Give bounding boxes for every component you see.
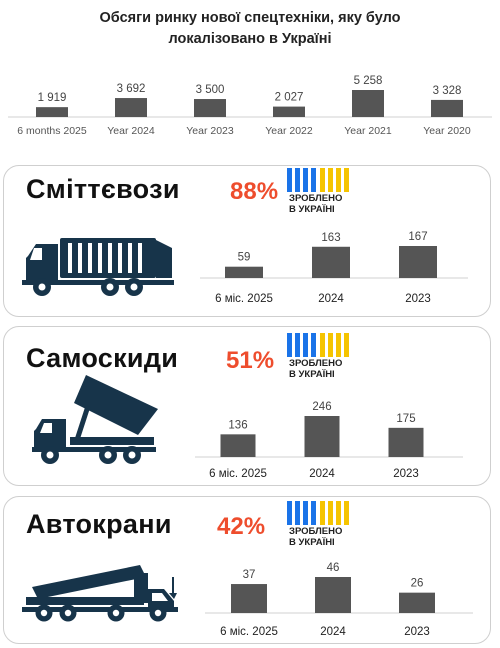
bar	[225, 266, 263, 278]
bar	[115, 98, 147, 117]
card-title-truck-cranes: Автокрани	[26, 509, 172, 539]
bar	[36, 107, 68, 117]
category-label: 6 months 2025	[17, 125, 87, 137]
dump-truck-icon	[32, 375, 158, 464]
bar	[399, 246, 437, 278]
badge-line-1: ЗРОБЛЕНО	[289, 526, 343, 537]
data-label: 2 027	[275, 92, 304, 104]
bar	[194, 99, 226, 117]
data-label: 3 692	[117, 83, 146, 95]
data-label: 26	[411, 578, 424, 590]
data-label: 136	[228, 419, 247, 431]
data-label: 167	[408, 231, 427, 243]
made-in-ukraine-badge: ЗРОБЛЕНО В УКРАЇНІ	[287, 333, 349, 385]
data-label: 59	[238, 252, 251, 264]
bar	[399, 592, 435, 613]
card-title-dump-trucks: Самоскиди	[26, 343, 179, 373]
overall-market-chart: 1 919 6 months 2025 3 692 Year 2024 3 500 Yea…	[8, 75, 492, 137]
data-label: 3 328	[433, 85, 462, 97]
bar	[312, 246, 350, 278]
card-dump-trucks: Самоскиди 51% ЗРОБЛЕНО В УКРАЇНІ 136 6 міс…	[3, 326, 491, 486]
badge-line-1: ЗРОБЛЕНО	[289, 358, 343, 369]
bar	[273, 106, 305, 117]
data-label: 3 500	[196, 84, 225, 96]
made-in-ukraine-badge: ЗРОБЛЕНО В УКРАЇНІ	[287, 168, 349, 220]
page-title: Обсяги ринку нової спецтехніки, яку було…	[0, 8, 500, 50]
bar	[431, 99, 463, 117]
data-label: 46	[327, 562, 340, 574]
category-label: 2023	[393, 468, 419, 480]
garbage-truck-icon	[22, 238, 174, 296]
data-label: 5 258	[354, 75, 383, 87]
made-in-ukraine-badge: ЗРОБЛЕНО В УКРАЇНІ	[287, 501, 349, 553]
bar	[315, 577, 351, 613]
data-label: 37	[243, 569, 256, 581]
dump-trucks-chart: 136 6 міс. 2025 246 2024 175 2023	[195, 401, 463, 480]
title-line-1: Обсяги ринку нової спецтехніки, яку було	[99, 10, 401, 26]
category-label: 6 міс. 2025	[215, 293, 273, 305]
category-label: 6 міс. 2025	[209, 468, 267, 480]
card-truck-cranes: Автокрани 42% ЗРОБЛЕНО В УКРАЇНІ 37 6 міс.…	[3, 496, 491, 644]
badge-line-1: ЗРОБЛЕНО	[289, 193, 343, 204]
share-truck-cranes: 42%	[217, 513, 266, 540]
bar	[220, 434, 256, 457]
bar	[231, 584, 267, 613]
category-label: 2023	[404, 626, 430, 638]
category-label: Year 2021	[344, 125, 392, 137]
category-label: 2024	[318, 293, 344, 305]
title-line-2: локалізовано в Україні	[168, 31, 332, 47]
card-garbage-trucks: Сміттєвози 88% ЗРОБЛЕНО В УКРАЇНІ 59 6 міс…	[3, 165, 491, 317]
badge-line-2: В УКРАЇНІ	[289, 537, 335, 548]
category-label: Year 2020	[423, 125, 471, 137]
badge-line-2: В УКРАЇНІ	[289, 204, 335, 215]
data-label: 163	[321, 232, 340, 244]
garbage-trucks-chart: 59 6 міс. 2025 163 2024 167 2023	[200, 231, 468, 305]
category-label: Year 2023	[186, 125, 234, 137]
bar	[352, 90, 384, 117]
badge-line-2: В УКРАЇНІ	[289, 369, 335, 380]
category-label: 2024	[309, 468, 335, 480]
data-label: 1 919	[38, 92, 67, 104]
category-label: 2024	[320, 626, 346, 638]
card-title-garbage-trucks: Сміттєвози	[26, 174, 180, 204]
category-label: Year 2022	[265, 125, 313, 137]
ukraine-flag-stripes-icon	[287, 333, 349, 357]
category-label: Year 2024	[107, 125, 155, 137]
category-label: 6 міс. 2025	[220, 626, 278, 638]
truck-crane-icon	[22, 565, 178, 622]
bar	[388, 427, 424, 457]
share-garbage-trucks: 88%	[230, 178, 279, 205]
share-dump-trucks: 51%	[226, 347, 275, 374]
ukraine-flag-stripes-icon	[287, 168, 349, 192]
data-label: 246	[312, 401, 331, 413]
bar	[304, 416, 340, 457]
ukraine-flag-stripes-icon	[287, 501, 349, 525]
truck-cranes-chart: 37 6 міс. 2025 46 2024 26 2023	[205, 562, 473, 638]
category-label: 2023	[405, 293, 431, 305]
data-label: 175	[396, 413, 415, 425]
